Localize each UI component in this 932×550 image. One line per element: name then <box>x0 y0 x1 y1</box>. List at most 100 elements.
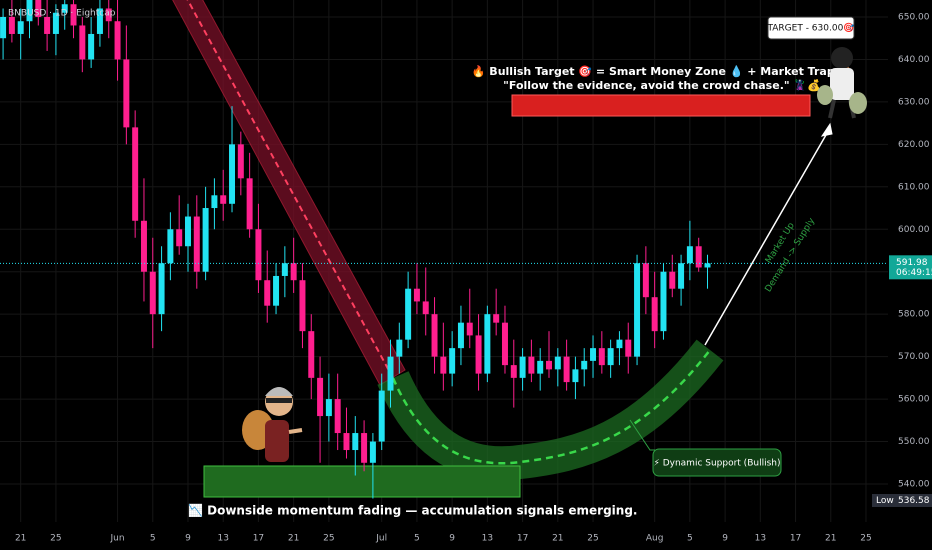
candle-body <box>422 301 429 315</box>
x-tick-label: Aug <box>646 534 664 544</box>
x-tick-label: 17 <box>790 534 801 544</box>
y-tick-label: 610.00 <box>898 182 930 192</box>
candle-body <box>519 356 526 378</box>
support-band <box>377 339 724 481</box>
low-box <box>872 494 932 507</box>
candle-body <box>193 216 200 272</box>
x-tick-label: 25 <box>50 534 61 544</box>
candle-body <box>352 433 359 451</box>
x-tick-label: 21 <box>15 534 26 544</box>
candle-body <box>246 178 253 230</box>
candle-body <box>44 16 51 34</box>
candle-body <box>493 314 500 323</box>
candle-body <box>396 339 403 357</box>
low-value: 536.58 <box>898 496 930 506</box>
x-tick-label: 5 <box>414 534 420 544</box>
x-tick-label: 17 <box>517 534 528 544</box>
candle-body <box>546 360 552 370</box>
candle-body <box>598 348 605 366</box>
countdown-label: 06:49:15 <box>896 268 932 278</box>
candle-body <box>264 280 271 306</box>
thief-character <box>817 47 867 119</box>
candle-body <box>237 144 244 179</box>
x-tick-label: 25 <box>860 534 871 544</box>
quote: "Follow the evidence, avoid the crowd ch… <box>503 79 821 92</box>
candle-body <box>290 263 297 281</box>
candle-body <box>132 127 139 221</box>
candle-body <box>554 356 561 370</box>
x-tick-label: 21 <box>825 534 836 544</box>
candle-body <box>449 348 456 374</box>
candle-body <box>387 356 394 391</box>
candle-body <box>220 195 227 204</box>
candle-body <box>255 229 262 281</box>
candle-body <box>343 433 350 451</box>
candle-body <box>281 263 288 276</box>
x-tick-label: Jul <box>375 534 387 544</box>
x-tick-label: 9 <box>185 534 191 544</box>
time-axis <box>0 527 932 550</box>
candle-body <box>299 280 306 332</box>
candle-body <box>35 0 42 17</box>
candle-body <box>273 275 280 306</box>
candle-body <box>616 339 623 349</box>
candle-body <box>105 8 112 22</box>
candle-body <box>581 360 588 370</box>
candle-body <box>70 4 77 26</box>
y-tick-label: 620.00 <box>898 140 930 150</box>
candle-body <box>704 263 711 268</box>
x-tick-label: 17 <box>253 534 264 544</box>
x-tick-label: 9 <box>722 534 728 544</box>
candle-body <box>625 339 632 357</box>
x-tick-label: 9 <box>449 534 455 544</box>
target-box <box>767 16 855 40</box>
candle-body <box>484 314 491 374</box>
x-tick-label: 21 <box>552 534 563 544</box>
x-tick-label: 13 <box>217 534 228 544</box>
y-tick-label: 630.00 <box>898 97 930 107</box>
candle-body <box>325 399 332 417</box>
candle-body <box>308 331 315 378</box>
candle-body <box>202 208 209 272</box>
candles <box>0 0 888 499</box>
candle-body <box>361 433 368 463</box>
y-tick-label: 560.00 <box>898 395 930 405</box>
x-tick-label: 5 <box>687 534 693 544</box>
candle-body <box>114 21 121 60</box>
candle-body <box>378 390 385 442</box>
candle-body <box>440 356 447 374</box>
candle-body <box>695 246 702 268</box>
y-tick-label: 540.00 <box>898 480 930 490</box>
x-tick-label: 21 <box>288 534 299 544</box>
symbol-label: BNBUSD · 1D · Eightcap <box>8 9 116 19</box>
candle-body <box>466 322 473 336</box>
candle-body <box>678 263 685 289</box>
candle-body <box>405 288 412 340</box>
candle-body <box>634 263 641 357</box>
candle-body <box>563 356 570 383</box>
low-tag: Low <box>876 496 894 506</box>
candle-body <box>149 271 156 315</box>
candle-body <box>167 229 174 264</box>
candle-body <box>572 369 579 383</box>
candle-body <box>176 229 183 247</box>
candle-body <box>184 216 191 247</box>
candle-body <box>457 322 464 349</box>
candle-body <box>123 59 130 128</box>
thief-character <box>242 387 303 462</box>
candle-body <box>510 365 517 378</box>
callout-pointer <box>629 419 655 451</box>
headline: 🔥 Bullish Target 🎯 = Smart Money Zone 💧 … <box>472 65 853 78</box>
accumulation-zone <box>203 465 521 498</box>
candle-body <box>8 16 15 34</box>
y-tick-label: 550.00 <box>898 437 930 447</box>
candle-body <box>229 144 236 204</box>
candle-body <box>96 8 103 34</box>
axes: 540.00550.00560.00570.00580.00590.00600.… <box>15 12 932 544</box>
x-tick-label: 5 <box>150 534 156 544</box>
candle-body <box>79 25 86 60</box>
candle-body <box>211 195 218 209</box>
candle-body <box>0 16 7 39</box>
x-tick-label: 25 <box>587 534 598 544</box>
